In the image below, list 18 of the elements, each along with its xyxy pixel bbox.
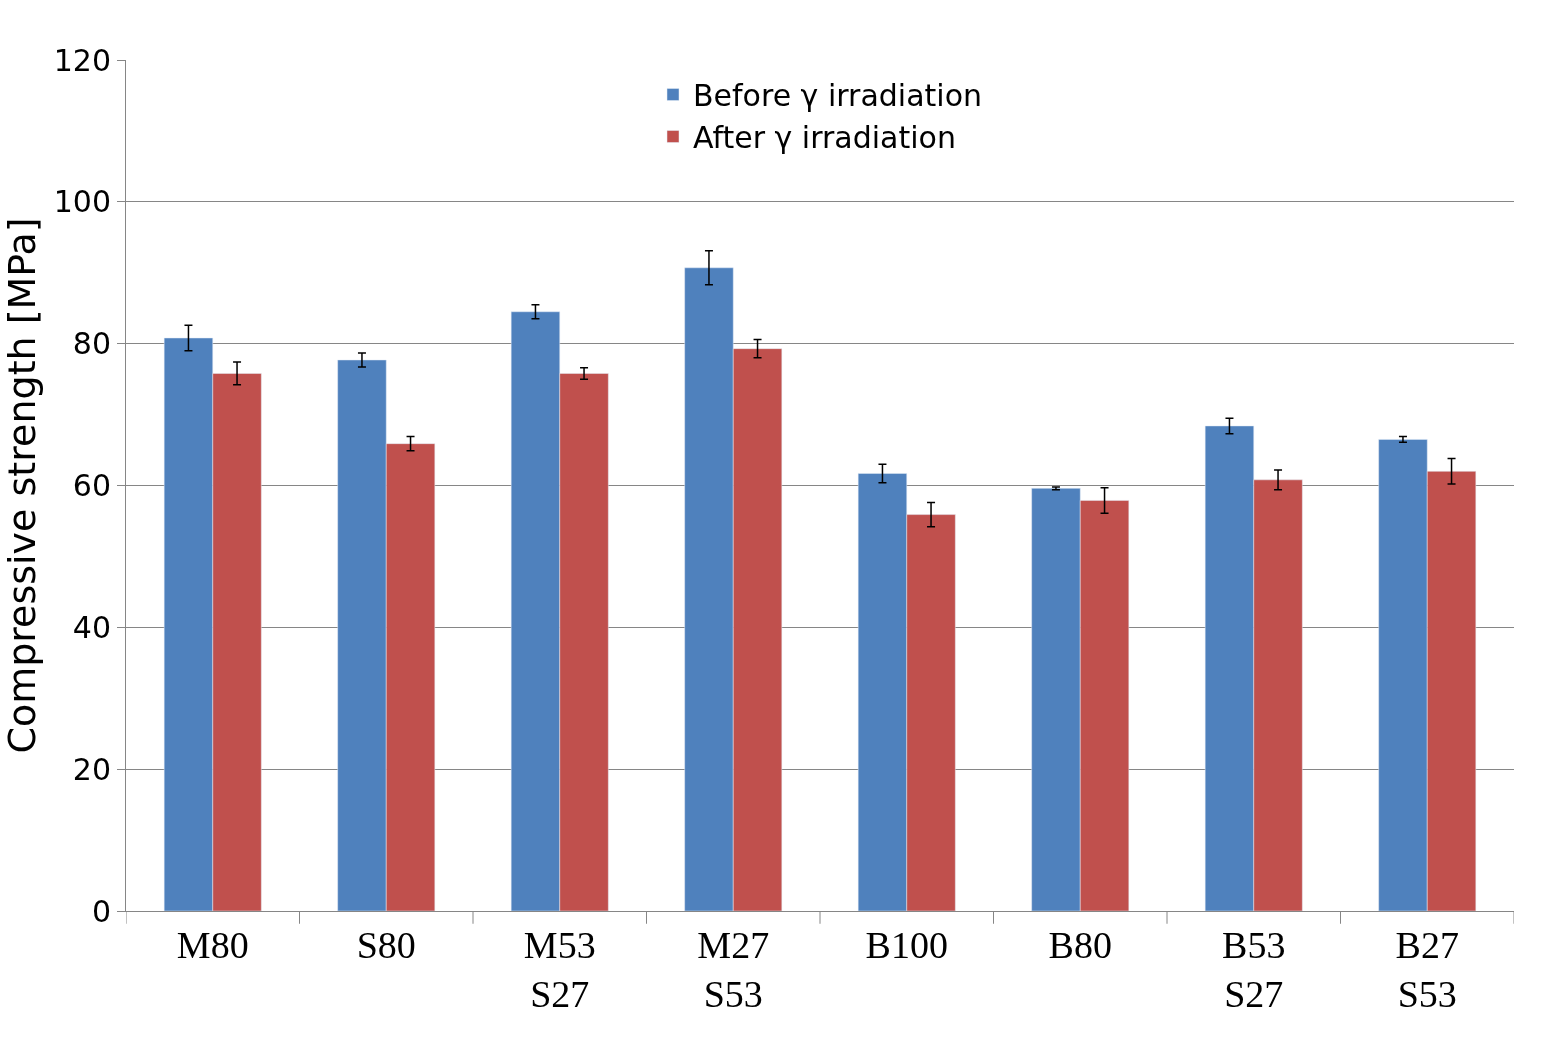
y-tick-label: 100 <box>53 184 111 220</box>
legend-label: Before γ irradiation <box>693 78 982 114</box>
x-tick-label: M27 S53 <box>697 923 770 1015</box>
x-tick-label: B53 S27 <box>1222 923 1286 1015</box>
y-tick-label: 60 <box>72 468 111 503</box>
y-tick-label: 80 <box>72 326 111 362</box>
x-tick-label: M53 S27 <box>523 923 596 1015</box>
y-axis-title: Compressive strength [MPa] <box>0 217 44 754</box>
legend-label: After γ irradiation <box>693 120 956 156</box>
x-tick-label: M80 <box>176 923 249 966</box>
x-tick-label: S80 <box>356 923 416 966</box>
y-tick-label: 40 <box>72 609 111 645</box>
y-tick-label: 20 <box>72 751 111 787</box>
y-tick-label: 120 <box>53 42 111 78</box>
x-tick-label: B27 S53 <box>1395 923 1459 1015</box>
x-tick-label: B80 <box>1048 923 1112 966</box>
x-tick-label: B100 <box>865 923 948 966</box>
y-tick-label: 0 <box>91 893 111 929</box>
